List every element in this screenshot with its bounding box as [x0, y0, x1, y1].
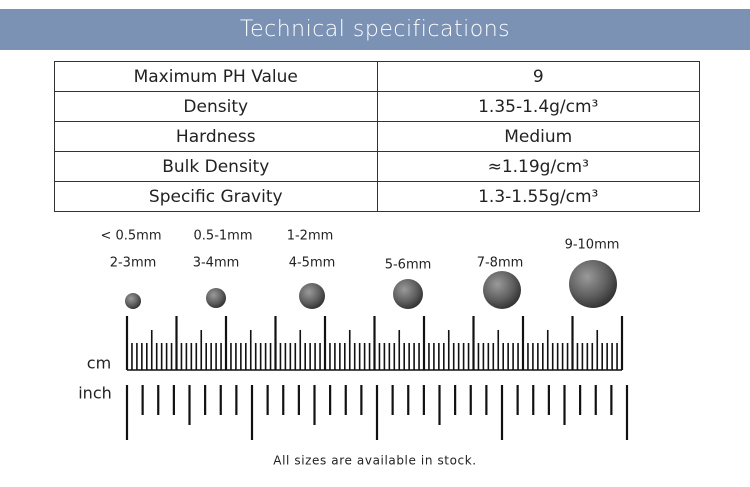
pebble	[125, 293, 141, 309]
size-label: 3-4mm	[193, 256, 240, 271]
cm-label: cm	[87, 354, 111, 373]
spec-name: Hardness	[54, 121, 378, 152]
spec-table: Maximum PH Value 9 Density 1.35-1.4g/cm³ Har…	[54, 61, 700, 212]
size-label: 0.5-1mm	[194, 229, 253, 244]
footer-note: All sizes are available in stock.	[273, 454, 476, 468]
size-label: 2-3mm	[110, 256, 157, 271]
spec-value: Medium	[376, 121, 700, 152]
spec-row: Specific Gravity 1.3-1.55g/cm³	[54, 181, 700, 212]
pebble	[206, 288, 226, 308]
spec-name: Specific Gravity	[54, 181, 378, 212]
spec-row: Hardness Medium	[54, 121, 700, 152]
size-label: 4-5mm	[289, 256, 336, 271]
spec-value: 1.3-1.55g/cm³	[376, 181, 700, 212]
spec-name: Bulk Density	[54, 151, 378, 182]
size-label: 1-2mm	[287, 229, 334, 244]
inch-label: inch	[78, 384, 112, 403]
spec-value: 1.35-1.4g/cm³	[376, 91, 700, 122]
pebble	[299, 283, 325, 309]
pebble	[393, 279, 423, 309]
header-bar: Technical specifications	[0, 9, 750, 50]
size-label: < 0.5mm	[100, 229, 161, 244]
size-label: 9-10mm	[565, 238, 620, 253]
spec-row: Bulk Density ≈1.19g/cm³	[54, 151, 700, 182]
size-label: 5-6mm	[385, 258, 432, 273]
size-label: 7-8mm	[477, 256, 524, 271]
pebble	[483, 271, 521, 309]
pebble	[569, 260, 617, 308]
spec-name: Maximum PH Value	[54, 61, 378, 92]
header-title: Technical specifications	[239, 17, 511, 42]
